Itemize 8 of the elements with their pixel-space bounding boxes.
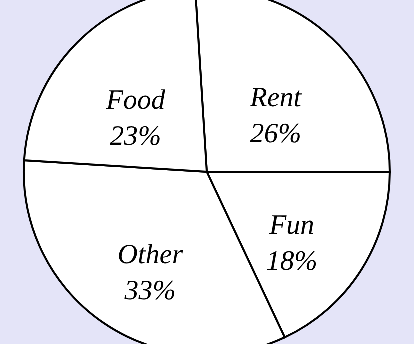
- slice-label: Other: [118, 239, 184, 270]
- slice-label: Food: [105, 84, 166, 116]
- slice-label: Fun: [268, 210, 315, 241]
- data-label: 33%: [124, 275, 176, 306]
- data-label: 23%: [110, 120, 162, 152]
- slice-label: Rent: [249, 82, 303, 114]
- data-label: 26%: [250, 118, 302, 150]
- data-label: 18%: [266, 246, 318, 277]
